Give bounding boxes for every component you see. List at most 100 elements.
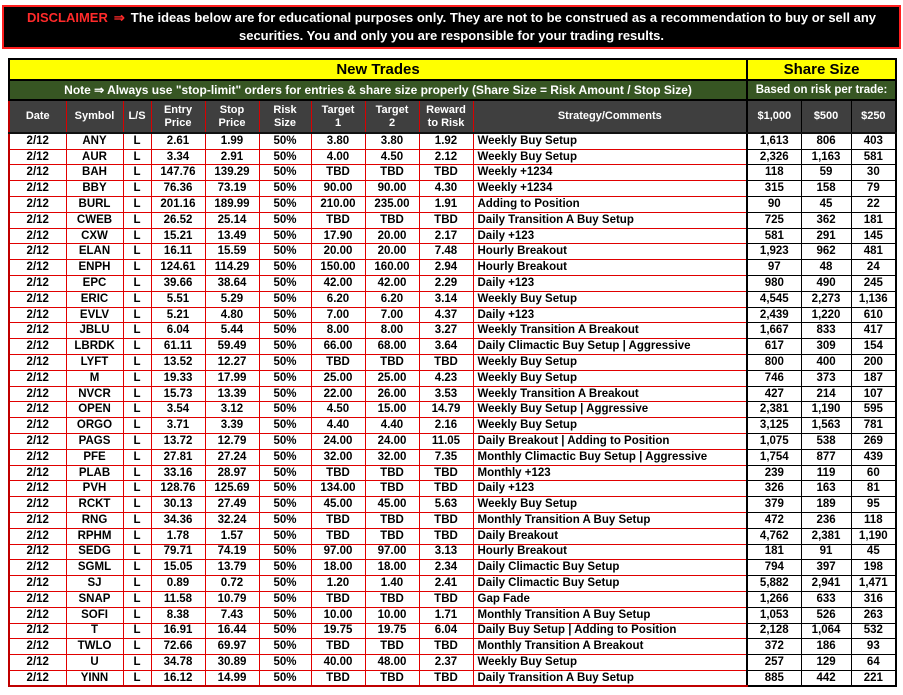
cell-symbol[interactable]: PAGS: [65, 433, 124, 450]
cell-symbol[interactable]: SNAP: [65, 590, 124, 608]
cell-target-2[interactable]: 32.00: [364, 448, 420, 466]
cell-date[interactable]: 2/12: [8, 259, 67, 277]
cell-target-1[interactable]: 32.00: [310, 448, 366, 466]
cell-stop-price[interactable]: 5.29: [204, 290, 260, 308]
column-header-target-1[interactable]: Target 1: [310, 99, 366, 135]
cell-entry-price[interactable]: 34.78: [150, 654, 206, 671]
cell-reward-to-risk[interactable]: 2.16: [418, 417, 474, 435]
cell-long-short[interactable]: L: [122, 369, 152, 387]
cell-shares-500[interactable]: 189: [800, 496, 852, 513]
cell-stop-price[interactable]: 30.89: [204, 654, 260, 671]
cell-strategy[interactable]: Daily +123: [472, 306, 748, 324]
cell-shares-250[interactable]: 118: [850, 512, 898, 529]
cell-reward-to-risk[interactable]: 3.14: [418, 290, 474, 308]
column-header-reward-to-risk[interactable]: Reward to Risk: [418, 99, 474, 135]
cell-entry-price[interactable]: 16.11: [150, 243, 206, 261]
cell-shares-250[interactable]: 1,471: [850, 575, 898, 592]
cell-long-short[interactable]: L: [122, 338, 152, 356]
cell-date[interactable]: 2/12: [8, 448, 67, 466]
cell-risk-size[interactable]: 50%: [258, 512, 312, 529]
cell-long-short[interactable]: L: [122, 590, 152, 608]
cell-date[interactable]: 2/12: [8, 243, 67, 261]
cell-shares-250[interactable]: 532: [850, 622, 898, 640]
cell-long-short[interactable]: L: [122, 543, 152, 561]
cell-symbol[interactable]: ANY: [65, 132, 124, 150]
cell-risk-size[interactable]: 50%: [258, 338, 312, 356]
cell-strategy[interactable]: Daily Buy Setup | Adding to Position: [472, 622, 748, 640]
cell-risk-size[interactable]: 50%: [258, 654, 312, 671]
cell-target-1[interactable]: TBD: [310, 512, 366, 529]
cell-stop-price[interactable]: 3.39: [204, 417, 260, 435]
cell-reward-to-risk[interactable]: 4.23: [418, 369, 474, 387]
cell-shares-1000[interactable]: 794: [746, 559, 802, 577]
cell-entry-price[interactable]: 6.04: [150, 322, 206, 340]
cell-risk-size[interactable]: 50%: [258, 275, 312, 292]
cell-date[interactable]: 2/12: [8, 559, 67, 577]
cell-date[interactable]: 2/12: [8, 433, 67, 450]
cell-shares-500[interactable]: 129: [800, 654, 852, 671]
cell-risk-size[interactable]: 50%: [258, 638, 312, 656]
cell-stop-price[interactable]: 13.39: [204, 385, 260, 403]
cell-stop-price[interactable]: 17.99: [204, 369, 260, 387]
cell-date[interactable]: 2/12: [8, 180, 67, 198]
cell-reward-to-risk[interactable]: 3.53: [418, 385, 474, 403]
cell-shares-250[interactable]: 481: [850, 243, 898, 261]
cell-shares-500[interactable]: 163: [800, 480, 852, 498]
cell-target-2[interactable]: TBD: [364, 527, 420, 545]
cell-shares-250[interactable]: 198: [850, 559, 898, 577]
cell-target-2[interactable]: TBD: [364, 590, 420, 608]
cell-stop-price[interactable]: 13.49: [204, 227, 260, 245]
cell-shares-250[interactable]: 595: [850, 401, 898, 419]
cell-strategy[interactable]: Daily Climactic Buy Setup | Aggressive: [472, 338, 748, 356]
cell-target-1[interactable]: 45.00: [310, 496, 366, 513]
cell-target-2[interactable]: 19.75: [364, 622, 420, 640]
cell-reward-to-risk[interactable]: 5.63: [418, 496, 474, 513]
cell-shares-1000[interactable]: 379: [746, 496, 802, 513]
cell-shares-250[interactable]: 22: [850, 196, 898, 213]
cell-strategy[interactable]: Daily +123: [472, 227, 748, 245]
cell-reward-to-risk[interactable]: 2.29: [418, 275, 474, 292]
cell-entry-price[interactable]: 13.52: [150, 354, 206, 371]
cell-symbol[interactable]: PLAB: [65, 464, 124, 482]
cell-entry-price[interactable]: 128.76: [150, 480, 206, 498]
cell-shares-500[interactable]: 91: [800, 543, 852, 561]
cell-stop-price[interactable]: 69.97: [204, 638, 260, 656]
cell-target-1[interactable]: 18.00: [310, 559, 366, 577]
cell-target-2[interactable]: 90.00: [364, 180, 420, 198]
cell-shares-1000[interactable]: 1,613: [746, 132, 802, 150]
cell-entry-price[interactable]: 5.21: [150, 306, 206, 324]
cell-shares-1000[interactable]: 90: [746, 196, 802, 213]
cell-shares-1000[interactable]: 472: [746, 512, 802, 529]
cell-shares-1000[interactable]: 1,923: [746, 243, 802, 261]
cell-symbol[interactable]: EVLV: [65, 306, 124, 324]
cell-strategy[interactable]: Adding to Position: [472, 196, 748, 213]
cell-long-short[interactable]: L: [122, 211, 152, 229]
cell-target-1[interactable]: TBD: [310, 354, 366, 371]
cell-risk-size[interactable]: 50%: [258, 606, 312, 624]
cell-stop-price[interactable]: 13.79: [204, 559, 260, 577]
cell-long-short[interactable]: L: [122, 417, 152, 435]
cell-target-1[interactable]: 66.00: [310, 338, 366, 356]
column-header-risk-size[interactable]: Risk Size: [258, 99, 312, 135]
cell-target-2[interactable]: 160.00: [364, 259, 420, 277]
cell-target-2[interactable]: TBD: [364, 211, 420, 229]
cell-shares-250[interactable]: 95: [850, 496, 898, 513]
cell-strategy[interactable]: Weekly Buy Setup: [472, 148, 748, 166]
cell-risk-size[interactable]: 50%: [258, 385, 312, 403]
cell-target-1[interactable]: 19.75: [310, 622, 366, 640]
cell-risk-size[interactable]: 50%: [258, 196, 312, 213]
cell-shares-1000[interactable]: 1,053: [746, 606, 802, 624]
cell-shares-500[interactable]: 119: [800, 464, 852, 482]
cell-stop-price[interactable]: 15.59: [204, 243, 260, 261]
cell-shares-250[interactable]: 79: [850, 180, 898, 198]
cell-shares-1000[interactable]: 617: [746, 338, 802, 356]
cell-risk-size[interactable]: 50%: [258, 559, 312, 577]
cell-strategy[interactable]: Weekly Buy Setup: [472, 132, 748, 150]
cell-target-2[interactable]: 24.00: [364, 433, 420, 450]
cell-risk-size[interactable]: 50%: [258, 148, 312, 166]
cell-symbol[interactable]: BAH: [65, 164, 124, 182]
cell-shares-250[interactable]: 24: [850, 259, 898, 277]
cell-shares-1000[interactable]: 97: [746, 259, 802, 277]
cell-reward-to-risk[interactable]: 2.37: [418, 654, 474, 671]
cell-date[interactable]: 2/12: [8, 606, 67, 624]
